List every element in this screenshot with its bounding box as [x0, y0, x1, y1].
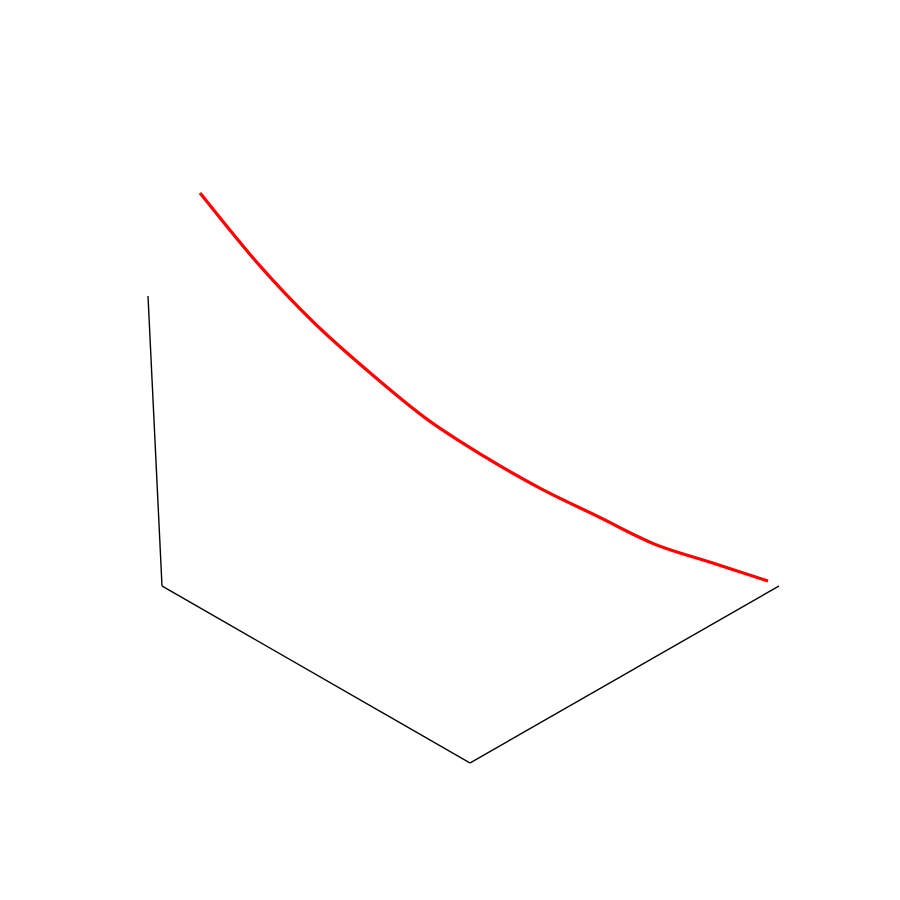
chart-series-group	[198, 191, 769, 583]
chart-axes	[147, 295, 780, 764]
axis-z-line	[147, 295, 163, 587]
axis-x-line	[161, 585, 471, 764]
series-line-0	[198, 191, 769, 583]
axis-y-line	[469, 585, 780, 764]
